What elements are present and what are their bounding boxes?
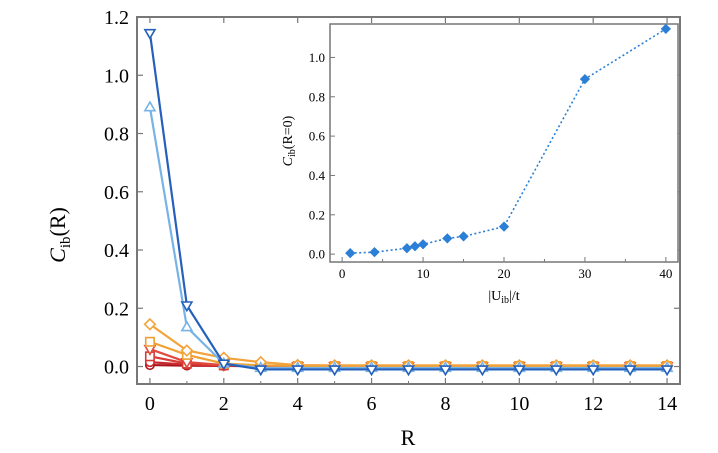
series-point-dark-blue-down-triangle — [475, 365, 489, 377]
series-point-dark-blue-down-triangle — [254, 365, 268, 377]
inset-x-axis-label-post: |/t — [509, 289, 520, 304]
main-y-tick-label: 0.4 — [104, 240, 129, 262]
main-x-tick-label: 2 — [219, 393, 229, 415]
main-x-tick-label: 14 — [657, 393, 677, 415]
series-point-dark-blue-down-triangle — [402, 365, 415, 377]
series-point-light-blue-up-triangle — [180, 320, 194, 332]
inset-y-axis-label: Cib(R=0) — [281, 115, 298, 166]
inset-y-axis-label-sub: ib — [287, 149, 298, 157]
series-point-orange-square — [144, 336, 155, 347]
series-point-orange-diamond — [143, 317, 157, 331]
inset-y-tick-label: 1.0 — [309, 50, 325, 65]
inset-x-tick-label: 40 — [659, 266, 672, 281]
inset-series-point — [409, 241, 421, 252]
main-x-tick-label: 0 — [145, 393, 155, 415]
main-x-tick-label: 8 — [440, 393, 450, 415]
main-y-axis-label: Cib(R) — [45, 207, 74, 263]
inset-y-tick-label: 0.6 — [309, 129, 326, 144]
inset-x-axis-label-pre: |U — [488, 289, 501, 304]
main-y-tick-label: 0.6 — [104, 182, 129, 204]
inset-x-tick-label: 10 — [417, 266, 430, 281]
inset-y-tick-label: 0.4 — [309, 168, 326, 183]
series-point-dark-blue-down-triangle — [291, 365, 305, 377]
series-point-dark-blue-down-triangle — [328, 365, 342, 377]
inset-background — [323, 24, 678, 262]
inset-series-point — [660, 23, 671, 35]
inset-series-point — [458, 231, 469, 242]
inset-y-tick-label: 0.0 — [309, 247, 325, 262]
inset-x-axis-label: |Uib|/t — [488, 289, 519, 306]
inset-y-tick-label: 0.8 — [309, 89, 325, 104]
inset-x-tick-label: 0 — [339, 266, 346, 281]
series-point-dark-blue-down-triangle — [623, 365, 637, 377]
main-y-tick-label: 0.0 — [104, 357, 129, 379]
series-point-dark-blue-down-triangle — [549, 365, 563, 377]
series-point-dark-blue-down-triangle — [143, 28, 157, 40]
inset-y-tick-label: 0.2 — [309, 207, 325, 222]
series-point-light-blue-up-triangle — [143, 100, 157, 112]
inset-series-point — [369, 247, 380, 258]
inset-series-point — [345, 248, 356, 259]
inset-axes: 0 10 20 30 40 0.0 0.2 0.4 0.6 0.8 1.0 — [309, 50, 673, 281]
main-y-axis-label-main: C — [45, 248, 70, 263]
inset-series-line — [350, 28, 667, 254]
series-point-dark-blue-down-triangle — [180, 301, 194, 313]
inset-series-point — [401, 243, 413, 254]
main-x-tick-label: 6 — [367, 393, 377, 415]
series-point-dark-blue-down-triangle — [439, 365, 452, 377]
inset-series-group — [345, 23, 671, 259]
inset-series-point — [442, 233, 453, 244]
main-x-tick-label: 10 — [509, 393, 529, 415]
inset-x-tick-label: 20 — [498, 266, 511, 281]
inset-x-axis-label-sub: ib — [501, 295, 509, 306]
main-y-axis-label-sub: ib — [58, 236, 74, 248]
main-y-tick-label: 1.2 — [104, 7, 129, 29]
main-y-axis-label-tail: (R) — [45, 207, 70, 236]
series-point-dark-blue-down-triangle — [512, 365, 526, 377]
main-x-axis-label: R — [401, 425, 416, 450]
main-y-tick-label: 0.2 — [104, 298, 129, 320]
inset-y-axis-label-main: C — [281, 156, 296, 166]
series-point-dark-blue-down-triangle — [660, 365, 674, 377]
main-y-tick-label: 1.0 — [104, 65, 129, 87]
main-y-tick-label: 0.8 — [104, 124, 129, 146]
series-point-dark-blue-down-triangle — [586, 365, 600, 377]
inset-y-axis-label-tail: (R=0) — [281, 115, 296, 149]
main-x-tick-label: 4 — [293, 393, 303, 415]
main-x-tick-label: 12 — [583, 393, 603, 415]
main-series-group — [143, 28, 674, 377]
series-point-dark-blue-down-triangle — [217, 359, 231, 371]
inset-series-point — [498, 221, 510, 232]
inset-x-tick-label: 30 — [578, 266, 591, 281]
series-point-orange-diamond — [180, 344, 194, 357]
main-axes: 0 2 4 6 8 10 12 14 0.0 0.2 0.4 0.6 0.8 1.0 1.2 — [104, 7, 680, 415]
inset-series-point — [417, 239, 429, 250]
series-point-dark-blue-down-triangle — [365, 365, 378, 377]
inset-series-point — [579, 73, 591, 85]
